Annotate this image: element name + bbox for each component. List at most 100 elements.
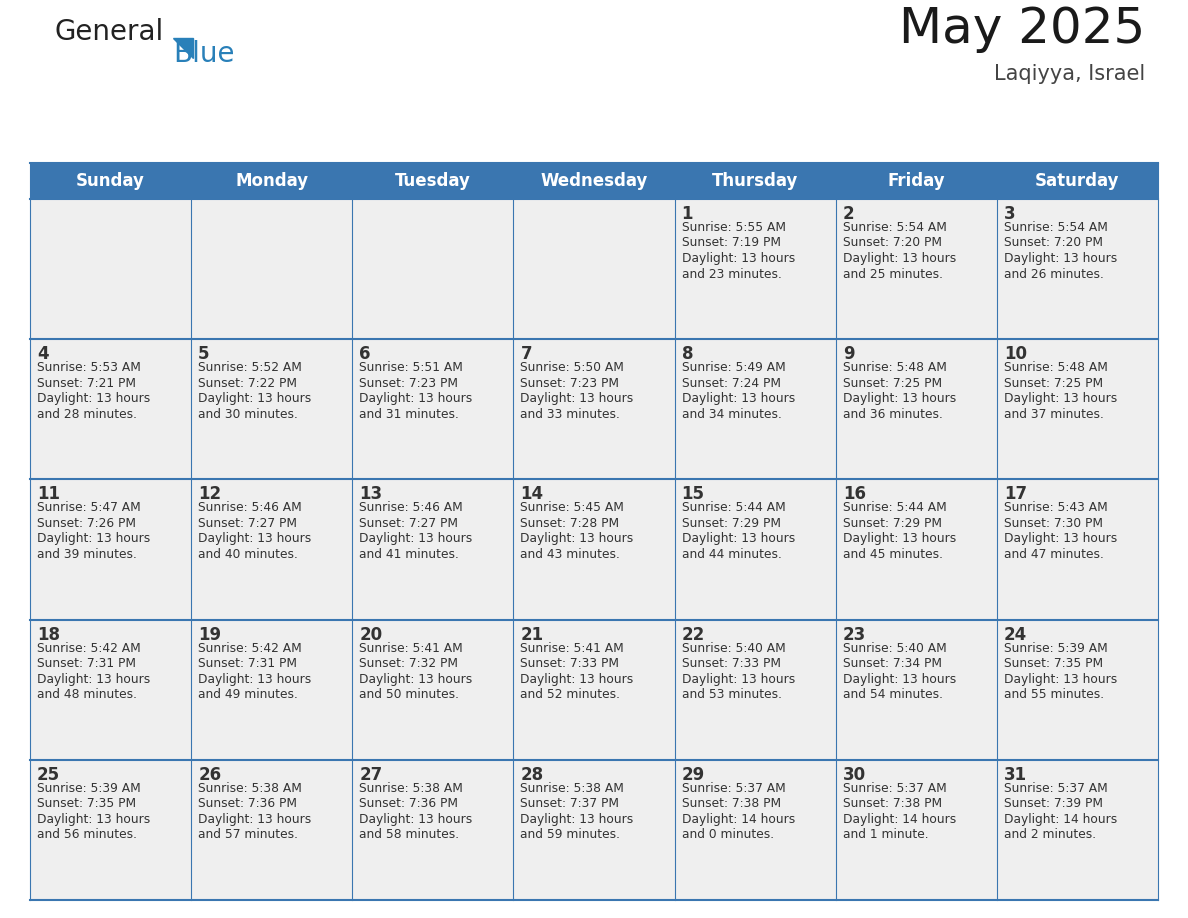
Text: and 37 minutes.: and 37 minutes. <box>1004 408 1104 420</box>
Text: Daylight: 13 hours: Daylight: 13 hours <box>37 392 150 405</box>
Text: Daylight: 13 hours: Daylight: 13 hours <box>198 532 311 545</box>
Text: and 41 minutes.: and 41 minutes. <box>359 548 459 561</box>
Bar <box>513 199 675 339</box>
Text: 11: 11 <box>37 486 61 503</box>
Text: Sunset: 7:20 PM: Sunset: 7:20 PM <box>1004 237 1102 250</box>
Text: and 58 minutes.: and 58 minutes. <box>359 828 460 841</box>
Text: Daylight: 14 hours: Daylight: 14 hours <box>842 812 956 826</box>
Text: and 52 minutes.: and 52 minutes. <box>520 688 620 701</box>
Text: Sunset: 7:35 PM: Sunset: 7:35 PM <box>37 798 137 811</box>
Text: and 33 minutes.: and 33 minutes. <box>520 408 620 420</box>
Text: and 43 minutes.: and 43 minutes. <box>520 548 620 561</box>
Text: Sunset: 7:36 PM: Sunset: 7:36 PM <box>359 798 459 811</box>
Text: Sunrise: 5:43 AM: Sunrise: 5:43 AM <box>1004 501 1107 514</box>
Text: Sunrise: 5:38 AM: Sunrise: 5:38 AM <box>198 782 302 795</box>
Text: Daylight: 13 hours: Daylight: 13 hours <box>682 673 795 686</box>
Text: May 2025: May 2025 <box>899 5 1145 53</box>
Text: Sunset: 7:30 PM: Sunset: 7:30 PM <box>1004 517 1102 530</box>
Text: Blue: Blue <box>173 40 234 68</box>
Text: Sunset: 7:35 PM: Sunset: 7:35 PM <box>1004 657 1102 670</box>
Text: 24: 24 <box>1004 625 1028 644</box>
Text: Wednesday: Wednesday <box>541 172 647 190</box>
Text: and 48 minutes.: and 48 minutes. <box>37 688 137 701</box>
Text: 30: 30 <box>842 766 866 784</box>
Text: Thursday: Thursday <box>712 172 798 190</box>
Text: Daylight: 13 hours: Daylight: 13 hours <box>1004 252 1117 265</box>
Bar <box>30 620 191 760</box>
Text: Sunset: 7:20 PM: Sunset: 7:20 PM <box>842 237 942 250</box>
Polygon shape <box>173 38 192 58</box>
Text: 14: 14 <box>520 486 544 503</box>
Text: 15: 15 <box>682 486 704 503</box>
Text: Sunrise: 5:44 AM: Sunrise: 5:44 AM <box>842 501 947 514</box>
Text: 13: 13 <box>359 486 383 503</box>
Text: Daylight: 13 hours: Daylight: 13 hours <box>682 392 795 405</box>
Bar <box>30 163 1158 199</box>
Text: Sunset: 7:34 PM: Sunset: 7:34 PM <box>842 657 942 670</box>
Text: and 53 minutes.: and 53 minutes. <box>682 688 782 701</box>
Text: Monday: Monday <box>235 172 308 190</box>
Text: 27: 27 <box>359 766 383 784</box>
Text: Daylight: 13 hours: Daylight: 13 hours <box>520 673 633 686</box>
Text: 28: 28 <box>520 766 544 784</box>
Text: Sunrise: 5:53 AM: Sunrise: 5:53 AM <box>37 361 141 375</box>
Text: Sunrise: 5:52 AM: Sunrise: 5:52 AM <box>198 361 302 375</box>
Text: and 56 minutes.: and 56 minutes. <box>37 828 137 841</box>
Bar <box>997 760 1158 900</box>
Text: Sunrise: 5:48 AM: Sunrise: 5:48 AM <box>1004 361 1107 375</box>
Text: and 55 minutes.: and 55 minutes. <box>1004 688 1104 701</box>
Text: 12: 12 <box>198 486 221 503</box>
Text: Sunset: 7:31 PM: Sunset: 7:31 PM <box>198 657 297 670</box>
Text: Daylight: 14 hours: Daylight: 14 hours <box>1004 812 1117 826</box>
Text: Daylight: 13 hours: Daylight: 13 hours <box>359 392 473 405</box>
Text: Sunday: Sunday <box>76 172 145 190</box>
Text: Sunset: 7:25 PM: Sunset: 7:25 PM <box>1004 376 1102 390</box>
Text: 2: 2 <box>842 205 854 223</box>
Bar <box>997 339 1158 479</box>
Text: and 44 minutes.: and 44 minutes. <box>682 548 782 561</box>
Text: 3: 3 <box>1004 205 1016 223</box>
Text: and 45 minutes.: and 45 minutes. <box>842 548 943 561</box>
Text: and 31 minutes.: and 31 minutes. <box>359 408 459 420</box>
Text: 25: 25 <box>37 766 61 784</box>
Text: Sunset: 7:31 PM: Sunset: 7:31 PM <box>37 657 135 670</box>
Text: 19: 19 <box>198 625 221 644</box>
Text: and 50 minutes.: and 50 minutes. <box>359 688 460 701</box>
Text: 10: 10 <box>1004 345 1026 364</box>
Text: Daylight: 13 hours: Daylight: 13 hours <box>682 532 795 545</box>
Bar <box>30 479 191 620</box>
Bar <box>191 199 353 339</box>
Text: Sunset: 7:29 PM: Sunset: 7:29 PM <box>682 517 781 530</box>
Bar <box>997 479 1158 620</box>
Text: Daylight: 13 hours: Daylight: 13 hours <box>359 812 473 826</box>
Text: Daylight: 13 hours: Daylight: 13 hours <box>842 673 956 686</box>
Bar <box>835 760 997 900</box>
Text: and 1 minute.: and 1 minute. <box>842 828 928 841</box>
Bar <box>30 339 191 479</box>
Bar <box>353 620 513 760</box>
Bar <box>191 760 353 900</box>
Bar <box>353 339 513 479</box>
Text: Sunset: 7:21 PM: Sunset: 7:21 PM <box>37 376 135 390</box>
Text: Sunset: 7:19 PM: Sunset: 7:19 PM <box>682 237 781 250</box>
Text: Sunrise: 5:38 AM: Sunrise: 5:38 AM <box>359 782 463 795</box>
Text: Daylight: 13 hours: Daylight: 13 hours <box>842 392 956 405</box>
Text: Daylight: 13 hours: Daylight: 13 hours <box>37 673 150 686</box>
Text: Sunrise: 5:41 AM: Sunrise: 5:41 AM <box>359 642 463 655</box>
Text: Sunrise: 5:42 AM: Sunrise: 5:42 AM <box>37 642 140 655</box>
Text: Daylight: 13 hours: Daylight: 13 hours <box>359 532 473 545</box>
Text: 17: 17 <box>1004 486 1026 503</box>
Text: Daylight: 13 hours: Daylight: 13 hours <box>198 812 311 826</box>
Bar <box>353 760 513 900</box>
Text: and 36 minutes.: and 36 minutes. <box>842 408 942 420</box>
Text: 21: 21 <box>520 625 544 644</box>
Text: Saturday: Saturday <box>1035 172 1119 190</box>
Text: Daylight: 13 hours: Daylight: 13 hours <box>520 392 633 405</box>
Text: and 40 minutes.: and 40 minutes. <box>198 548 298 561</box>
Bar <box>513 479 675 620</box>
Text: Sunrise: 5:37 AM: Sunrise: 5:37 AM <box>1004 782 1107 795</box>
Text: Sunrise: 5:55 AM: Sunrise: 5:55 AM <box>682 221 785 234</box>
Text: 9: 9 <box>842 345 854 364</box>
Text: Daylight: 13 hours: Daylight: 13 hours <box>520 812 633 826</box>
Bar <box>997 199 1158 339</box>
